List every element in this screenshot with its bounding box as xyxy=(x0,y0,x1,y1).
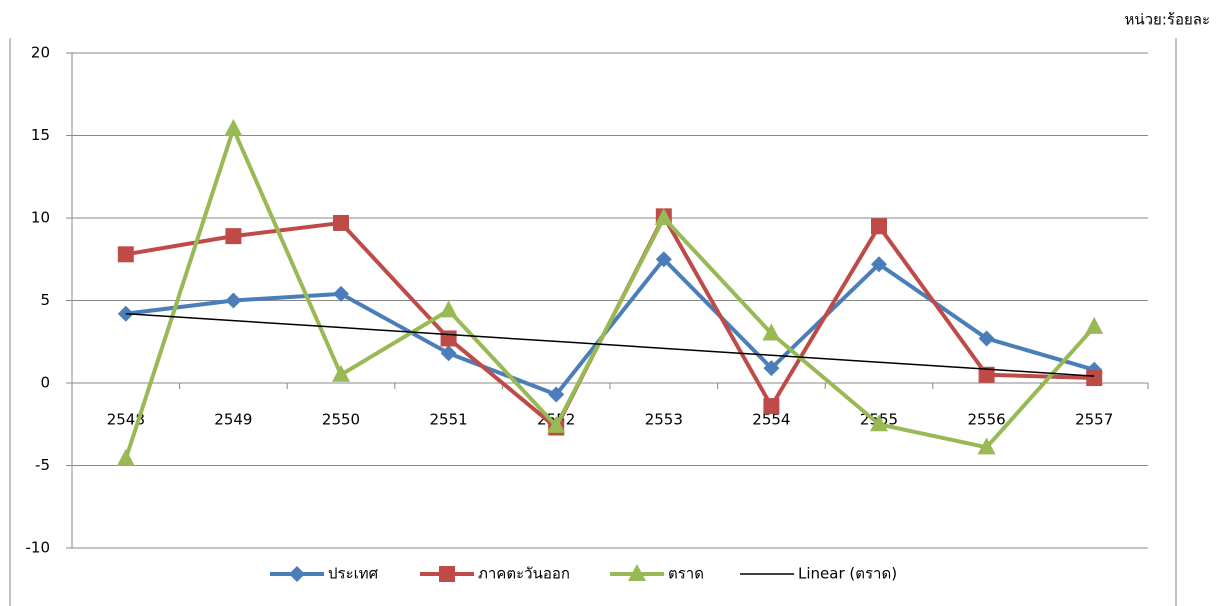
series-line xyxy=(125,257,1095,397)
point xyxy=(655,251,672,268)
point xyxy=(332,364,350,382)
x-tick-label: 2556 xyxy=(968,411,1006,429)
point xyxy=(548,386,565,403)
legend-marker xyxy=(289,566,305,582)
point xyxy=(870,414,888,432)
point xyxy=(225,228,242,245)
y-tick-label: 0 xyxy=(40,374,50,392)
point xyxy=(333,285,349,302)
point xyxy=(224,118,243,136)
y-tick-label: 20 xyxy=(31,44,50,62)
point xyxy=(1086,370,1103,387)
point xyxy=(117,246,134,263)
trend-line xyxy=(125,312,1095,377)
point xyxy=(978,366,995,383)
x-tick-label: 2549 xyxy=(214,411,252,429)
legend-label: ตราด xyxy=(668,565,704,583)
legend-label: ภาคตะวันออก xyxy=(478,565,570,583)
y-tick-label: 15 xyxy=(31,126,50,144)
point xyxy=(871,218,887,235)
point xyxy=(978,330,995,347)
x-tick-label: 2553 xyxy=(645,411,683,429)
y-tick-label: -5 xyxy=(35,456,50,474)
point xyxy=(871,256,887,273)
point xyxy=(763,398,780,415)
x-tick-label: 2550 xyxy=(322,411,360,429)
legend-marker xyxy=(439,566,455,582)
point xyxy=(440,345,457,362)
x-tick-label: 2551 xyxy=(430,411,468,429)
x-tick-label: 2554 xyxy=(752,411,790,429)
point xyxy=(225,292,242,309)
point xyxy=(547,415,566,433)
point xyxy=(116,448,135,466)
series-line xyxy=(123,126,1096,460)
y-tick-label: -10 xyxy=(26,539,51,557)
legend-label: ประเทศ xyxy=(328,565,379,583)
point xyxy=(333,214,349,231)
y-tick-label: 5 xyxy=(40,291,50,309)
y-tick-label: 10 xyxy=(31,209,50,227)
point xyxy=(977,437,996,455)
point xyxy=(439,300,458,318)
x-tick-label: 2557 xyxy=(1075,411,1113,429)
unit-label: หน่วย:ร้อยละ xyxy=(1124,11,1210,29)
point xyxy=(762,323,781,341)
legend-marker xyxy=(628,564,646,581)
point xyxy=(1085,316,1104,334)
point xyxy=(763,360,780,377)
point xyxy=(654,208,673,225)
point xyxy=(440,330,457,347)
legend-label: Linear (ตราด) xyxy=(798,565,897,583)
